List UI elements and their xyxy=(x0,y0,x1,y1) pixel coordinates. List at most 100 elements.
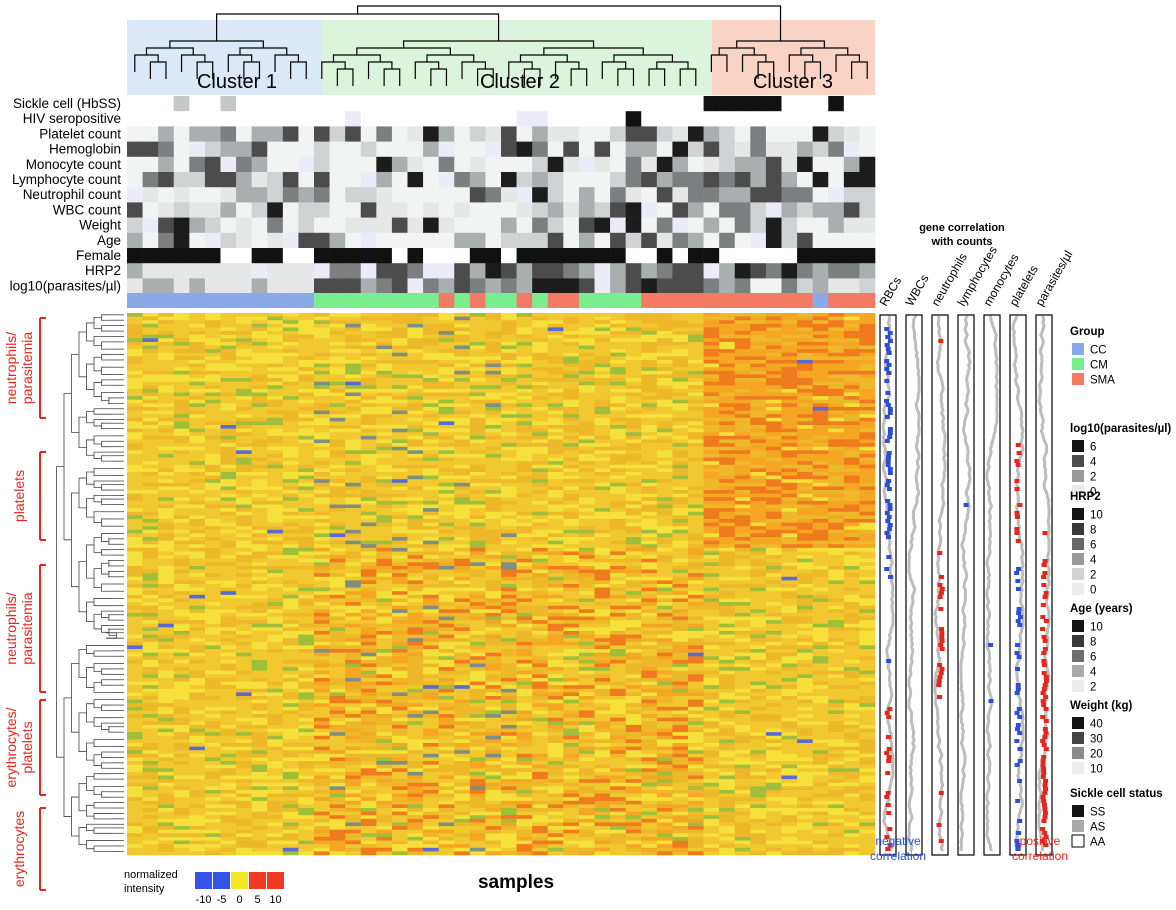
heatmap-cell xyxy=(236,573,252,578)
heatmap-cell xyxy=(501,450,517,455)
annotation-cell xyxy=(656,217,673,234)
heatmap-cell xyxy=(750,414,767,419)
heatmap-cell xyxy=(703,616,720,621)
annotation-cell xyxy=(734,111,751,127)
annotation-cell xyxy=(625,248,642,264)
heatmap-cell xyxy=(516,540,533,545)
heatmap-cell xyxy=(454,591,471,596)
heatmap-cell xyxy=(173,468,190,473)
annotation-cell xyxy=(859,111,876,127)
annotation-cell xyxy=(843,156,860,173)
heatmap-cell xyxy=(532,594,549,599)
heatmap-cell xyxy=(765,370,782,375)
heatmap-cell xyxy=(672,417,689,422)
annotation-cell xyxy=(547,187,564,203)
heatmap-cell xyxy=(641,378,658,382)
heatmap-cell xyxy=(220,374,237,379)
heatmap-cell xyxy=(625,331,642,335)
heatmap-cell xyxy=(501,320,517,325)
heatmap-cell xyxy=(454,475,471,480)
heatmap-cell xyxy=(563,511,580,516)
heatmap-cell xyxy=(688,341,704,346)
heatmap-cell xyxy=(236,627,252,632)
heatmap-cell xyxy=(532,522,549,527)
heatmap-cell xyxy=(391,515,408,520)
heatmap-cell xyxy=(360,378,377,382)
heatmap-cell xyxy=(703,428,720,433)
heatmap-cell xyxy=(204,471,221,476)
heatmap-cell xyxy=(828,547,845,552)
heatmap-cell xyxy=(578,468,595,473)
heatmap-cell xyxy=(267,439,284,444)
heatmap-cell xyxy=(843,573,860,578)
heatmap-cell xyxy=(610,612,626,617)
heatmap-cell xyxy=(859,381,876,386)
heatmap-cell xyxy=(158,381,175,386)
heatmap-cell xyxy=(532,327,549,332)
heatmap-cell xyxy=(781,471,798,476)
heatmap-cell xyxy=(688,562,704,567)
heatmap-cell xyxy=(267,453,284,458)
heatmap-cell xyxy=(532,410,549,415)
heatmap-cell xyxy=(360,479,377,484)
heatmap-cell xyxy=(641,511,658,516)
heatmap-cell xyxy=(407,320,424,325)
heatmap-cell xyxy=(423,490,439,494)
annotation-cell xyxy=(672,141,689,158)
heatmap-cell xyxy=(734,598,751,603)
heatmap-cell xyxy=(314,410,330,415)
heatmap-cell xyxy=(438,565,455,570)
heatmap-cell xyxy=(189,363,206,368)
heatmap-cell xyxy=(251,453,268,458)
heatmap-cell xyxy=(267,573,284,578)
annotation-cell xyxy=(423,232,439,249)
heatmap-cell xyxy=(563,533,580,538)
annotation-cell xyxy=(812,248,829,264)
heatmap-cell xyxy=(532,612,549,617)
heatmap-cell xyxy=(828,580,845,585)
heatmap-cell xyxy=(516,471,533,476)
heatmap-cell xyxy=(329,471,346,476)
heatmap-cell xyxy=(843,591,860,596)
heatmap-cell xyxy=(454,331,471,335)
heatmap-cell xyxy=(236,482,252,487)
heatmap-cell xyxy=(797,623,813,628)
heatmap-cell xyxy=(672,378,689,382)
heatmap-cell xyxy=(765,584,782,588)
annotation-cell xyxy=(314,141,330,158)
heatmap-cell xyxy=(594,428,611,433)
heatmap-cell xyxy=(220,439,237,444)
heatmap-cell xyxy=(236,612,252,617)
heatmap-cell xyxy=(438,529,455,534)
heatmap-cell xyxy=(469,587,486,592)
heatmap-cell xyxy=(438,399,455,404)
annotation-cell xyxy=(625,232,642,249)
heatmap-cell xyxy=(407,533,424,538)
heatmap-cell xyxy=(859,493,876,498)
heatmap-cell xyxy=(189,587,206,592)
heatmap-cell xyxy=(282,313,299,317)
heatmap-cell xyxy=(142,540,159,545)
heatmap-cell xyxy=(329,584,346,588)
heatmap-cell xyxy=(407,591,424,596)
heatmap-cell xyxy=(438,425,455,429)
heatmap-cell xyxy=(345,573,362,578)
heatmap-cell xyxy=(781,544,798,549)
heatmap-cell xyxy=(189,468,206,473)
heatmap-cell xyxy=(578,367,595,372)
annotation-cell xyxy=(516,248,533,264)
heatmap-cell xyxy=(547,533,564,538)
heatmap-cell xyxy=(173,341,190,346)
heatmap-cell xyxy=(314,421,330,426)
heatmap-cell xyxy=(672,421,689,426)
heatmap-cell xyxy=(267,493,284,498)
annotation-cell xyxy=(578,278,595,294)
heatmap-cell xyxy=(563,446,580,451)
heatmap-cell xyxy=(750,396,767,401)
heatmap-cell xyxy=(469,591,486,596)
heatmap-cell xyxy=(204,428,221,433)
annotation-cell xyxy=(594,126,611,142)
annotation-cell xyxy=(158,232,175,249)
annotation-row-label: HRP2 xyxy=(85,263,121,278)
heatmap-cell xyxy=(578,388,595,393)
